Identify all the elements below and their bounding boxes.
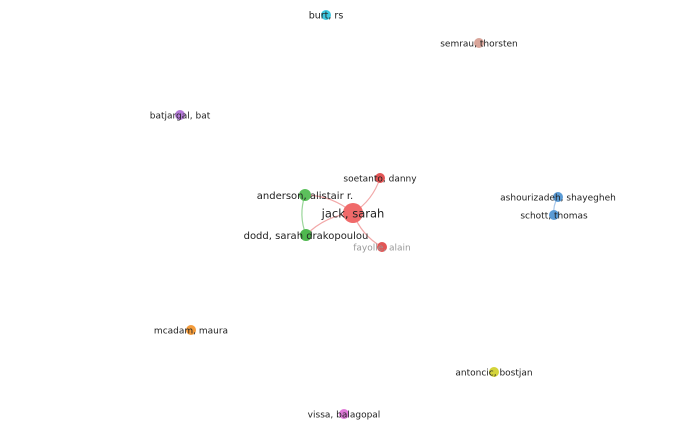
node-label-vissa[interactable]: vissa, balagopal — [308, 411, 381, 421]
node-label-fayolle[interactable]: fayolle, alain — [353, 244, 411, 254]
node-anderson[interactable] — [299, 189, 311, 201]
node-label-burt[interactable]: burt, rs — [309, 11, 344, 22]
node-vissa[interactable] — [339, 409, 349, 419]
node-label-anderson[interactable]: anderson, alistair r. — [257, 191, 353, 202]
node-label-antoncic[interactable]: antoncic, bostjan — [455, 369, 532, 379]
node-semrau[interactable] — [474, 38, 484, 48]
node-label-batjargal[interactable]: batjargal, bat — [150, 112, 211, 122]
node-label-schott[interactable]: schott, thomas — [520, 212, 588, 222]
node-mcadam[interactable] — [186, 325, 196, 335]
node-fayolle[interactable] — [377, 242, 387, 252]
node-burt[interactable] — [321, 10, 331, 20]
node-label-semrau[interactable]: semrau, thorsten — [440, 40, 518, 50]
node-label-dodd[interactable]: dodd, sarah drakopoulou — [244, 231, 369, 242]
nodes-layer — [175, 10, 563, 419]
node-label-jack[interactable]: jack, sarah — [321, 207, 385, 221]
node-dodd[interactable] — [300, 229, 312, 241]
node-antoncic[interactable] — [489, 367, 499, 377]
node-soetanto[interactable] — [375, 173, 385, 183]
node-ashourizadeh[interactable] — [553, 192, 563, 202]
node-jack[interactable] — [343, 203, 363, 223]
labels-layer: burt, rs semrau, thorsten batjargal, bat so… — [150, 11, 616, 421]
node-label-soetanto[interactable]: soetanto, danny — [343, 175, 417, 185]
node-label-mcadam[interactable]: mcadam, maura — [154, 327, 228, 337]
node-batjargal[interactable] — [175, 110, 185, 120]
node-schott[interactable] — [549, 210, 559, 220]
node-label-ashourizadeh[interactable]: ashourizadeh, shayegheh — [500, 194, 616, 204]
